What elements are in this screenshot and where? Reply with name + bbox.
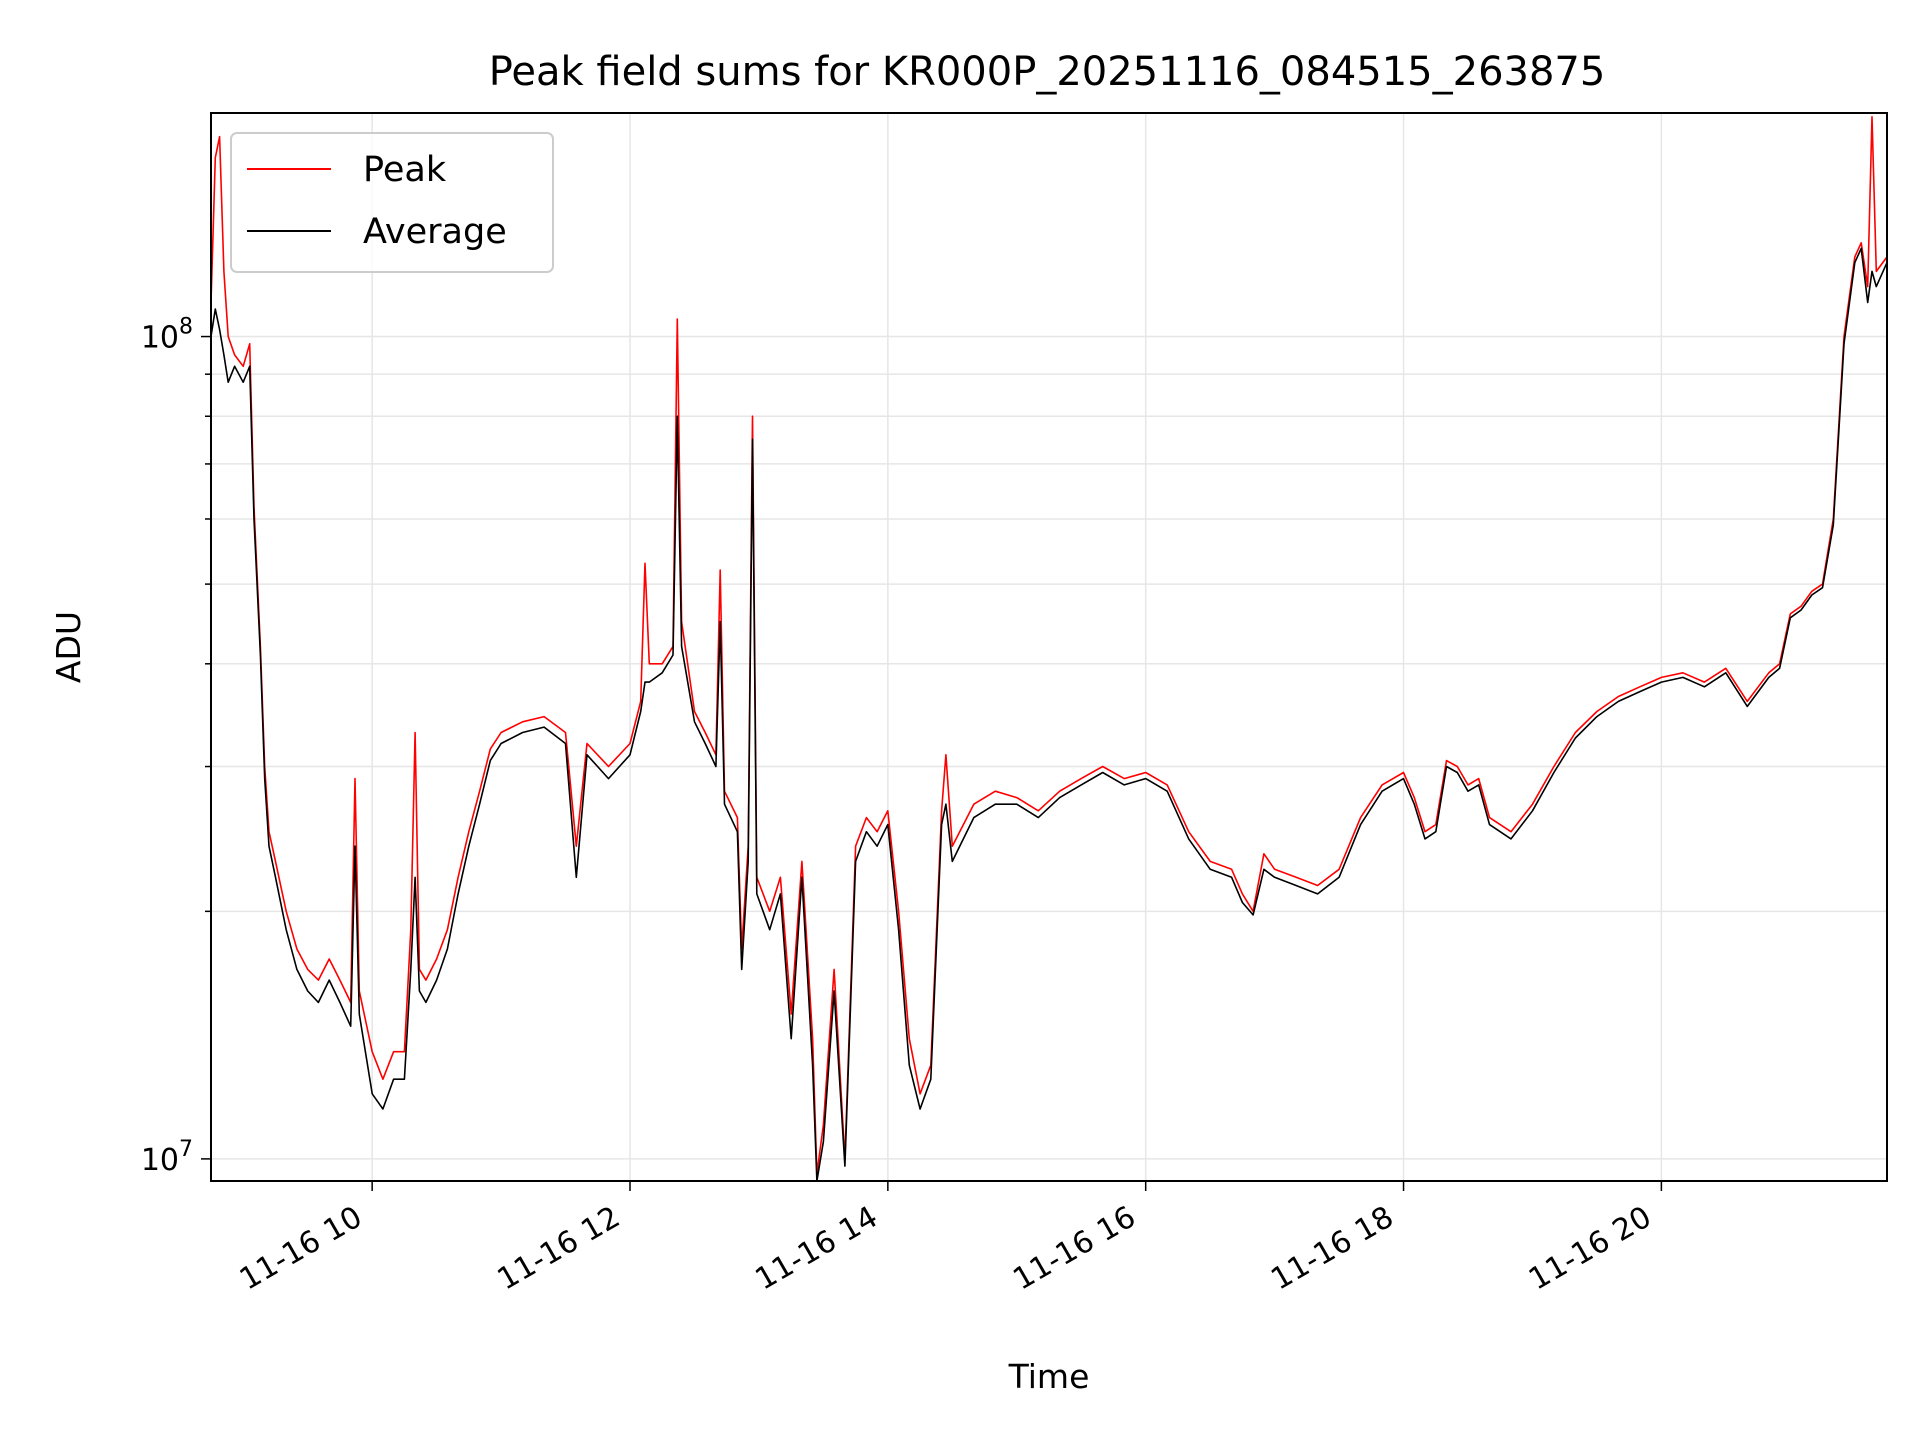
series-line-peak bbox=[210, 116, 1888, 1175]
legend-label-average: Average bbox=[363, 212, 507, 252]
plot-area bbox=[211, 113, 1887, 1181]
y-tick-exponent: 7 bbox=[179, 1137, 193, 1162]
y-axis-label: ADU bbox=[49, 611, 88, 683]
y-tick-base: 10 bbox=[141, 1143, 179, 1178]
series-line-average bbox=[210, 247, 1888, 1182]
legend: Peak Average bbox=[230, 132, 554, 273]
chart-title: Peak field sums for KR000P_20251116_0845… bbox=[489, 49, 1606, 95]
y-tick-exponent: 8 bbox=[179, 315, 193, 340]
y-tick-label: 108 bbox=[141, 315, 193, 356]
legend-box bbox=[230, 132, 554, 273]
series-layer bbox=[210, 116, 1888, 1182]
y-tick-label: 107 bbox=[141, 1137, 193, 1178]
y-tick-base: 10 bbox=[141, 321, 179, 356]
x-axis-label: Time bbox=[1008, 1357, 1090, 1396]
plot-frame bbox=[210, 112, 1888, 1182]
grid bbox=[211, 113, 1887, 1181]
legend-label-peak: Peak bbox=[363, 150, 447, 190]
